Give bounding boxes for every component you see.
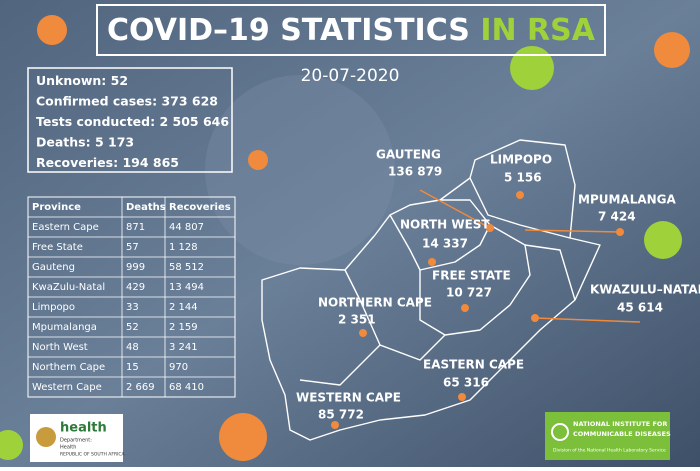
summary-item: Unknown: 52 bbox=[36, 73, 128, 88]
virus-backdrop bbox=[205, 75, 395, 265]
table-cell: 33 bbox=[126, 302, 139, 313]
table-cell: 970 bbox=[169, 362, 188, 373]
date: 20-07-2020 bbox=[301, 66, 400, 86]
summary-label: Confirmed cases: bbox=[36, 93, 157, 108]
summary-label: Tests conducted: bbox=[36, 114, 155, 129]
province-name: KWAZULU–NATAL bbox=[590, 283, 700, 297]
province-value: 10 727 bbox=[446, 286, 492, 300]
title-box bbox=[96, 4, 606, 56]
table-cell: Limpopo bbox=[32, 302, 75, 313]
table-cell: Free State bbox=[32, 242, 83, 253]
table-cell: 15 bbox=[126, 362, 139, 373]
table-cell: 52 bbox=[126, 322, 139, 333]
map-outline bbox=[261, 139, 601, 441]
table-cell: Northern Cape bbox=[32, 362, 105, 373]
table-header: Deaths bbox=[126, 202, 166, 213]
province-name: LIMPOPO bbox=[490, 153, 552, 167]
province-dot bbox=[531, 314, 539, 322]
virus-decor bbox=[0, 15, 690, 461]
province-value: 136 879 bbox=[388, 165, 442, 179]
table-cell: 2 159 bbox=[169, 322, 198, 333]
health-logo-text: health bbox=[60, 421, 107, 436]
table-cell: North West bbox=[32, 342, 88, 353]
table-header: Province bbox=[32, 202, 81, 213]
leader-line bbox=[524, 229, 621, 233]
province-dot bbox=[516, 191, 524, 199]
summary-value: 2 505 646 bbox=[159, 114, 229, 129]
table-cell: 871 bbox=[126, 222, 145, 233]
province-name: NORTHERN CAPE bbox=[318, 296, 432, 310]
province-value: 65 316 bbox=[443, 376, 489, 390]
table-cell: 2 144 bbox=[169, 302, 198, 313]
leader-line bbox=[534, 317, 641, 323]
summary-box bbox=[27, 67, 233, 173]
province-table: Province Deaths Recoveries Eastern Cape 871 4… bbox=[27, 196, 236, 398]
summary-label: Deaths: bbox=[36, 134, 91, 149]
republic-label: REPUBLIC OF SOUTH AFRICA bbox=[60, 452, 126, 458]
table-cell: 999 bbox=[126, 262, 145, 273]
province-name: MPUMALANGA bbox=[578, 193, 677, 207]
province-name: FREE STATE bbox=[432, 269, 511, 283]
summary-label: Recoveries: bbox=[36, 155, 118, 170]
map-labels: GAUTENG 136 879 LIMPOPO 5 156 MPUMALANGA 7 42… bbox=[296, 148, 700, 429]
province-value: 5 156 bbox=[504, 171, 542, 185]
summary-item: Recoveries: 194 865 bbox=[36, 155, 179, 170]
province-name: GAUTENG bbox=[376, 148, 441, 162]
table-cell: 1 128 bbox=[169, 242, 198, 253]
table-cell: 13 494 bbox=[169, 282, 204, 293]
province-dot bbox=[428, 258, 436, 266]
nicd-name-2: COMMUNICABLE DISEASES bbox=[573, 430, 671, 438]
province-value: 2 351 bbox=[338, 313, 376, 327]
leader-line bbox=[419, 189, 491, 229]
summary-value: 194 865 bbox=[122, 155, 179, 170]
nicd-subtitle: Division of the National Health Laborato… bbox=[553, 448, 666, 454]
department-label: Department: bbox=[60, 438, 92, 444]
summary-label: Unknown: bbox=[36, 73, 106, 88]
department-name: Health bbox=[60, 445, 76, 451]
table-cell: 2 669 bbox=[126, 382, 155, 393]
table-cell: KwaZulu-Natal bbox=[32, 282, 105, 293]
nicd-logo: NATIONAL INSTITUTE FOR COMMUNICABLE DISE… bbox=[545, 412, 671, 460]
table-cell: 58 512 bbox=[169, 262, 204, 273]
province-dot bbox=[486, 224, 494, 232]
health-logo: health Department: Health REPUBLIC OF SO… bbox=[30, 414, 126, 462]
province-dot bbox=[461, 304, 469, 312]
province-dot bbox=[359, 329, 367, 337]
table-cell: Western Cape bbox=[32, 382, 102, 393]
province-name: WESTERN CAPE bbox=[296, 391, 401, 405]
table-cell: Mpumalanga bbox=[32, 322, 97, 333]
province-value: 7 424 bbox=[598, 210, 636, 224]
table-cell: 68 410 bbox=[169, 382, 204, 393]
summary-item: Confirmed cases: 373 628 bbox=[36, 93, 218, 108]
province-value: 14 337 bbox=[422, 237, 468, 251]
table-cell: 3 241 bbox=[169, 342, 198, 353]
province-name: EASTERN CAPE bbox=[423, 358, 524, 372]
table-cell: Gauteng bbox=[32, 262, 75, 273]
province-value: 45 614 bbox=[617, 301, 663, 315]
table-header: Recoveries bbox=[169, 202, 231, 213]
province-dot bbox=[331, 421, 339, 429]
province-name: NORTH WEST bbox=[400, 218, 490, 232]
nicd-name-1: NATIONAL INSTITUTE FOR bbox=[573, 420, 667, 428]
table-cell: Eastern Cape bbox=[32, 222, 99, 233]
summary-item: Tests conducted: 2 505 646 bbox=[36, 114, 229, 129]
province-dot bbox=[458, 393, 466, 401]
title-main: COVID–19 STATISTICS bbox=[107, 13, 470, 48]
summary-item: Deaths: 5 173 bbox=[36, 134, 134, 149]
table-cell: 429 bbox=[126, 282, 145, 293]
province-dot bbox=[616, 228, 624, 236]
province-value: 85 772 bbox=[318, 408, 364, 422]
summary: Unknown: 52 Confirmed cases: 373 628 Tests… bbox=[36, 73, 229, 170]
table-cell: 44 807 bbox=[169, 222, 204, 233]
table-cell: 57 bbox=[126, 242, 139, 253]
title-highlight: IN RSA bbox=[480, 13, 595, 48]
title: COVID–19 STATISTICS IN RSA bbox=[107, 13, 596, 48]
summary-value: 52 bbox=[111, 73, 128, 88]
table-cell: 48 bbox=[126, 342, 139, 353]
summary-value: 373 628 bbox=[161, 93, 218, 108]
summary-value: 5 173 bbox=[95, 134, 134, 149]
